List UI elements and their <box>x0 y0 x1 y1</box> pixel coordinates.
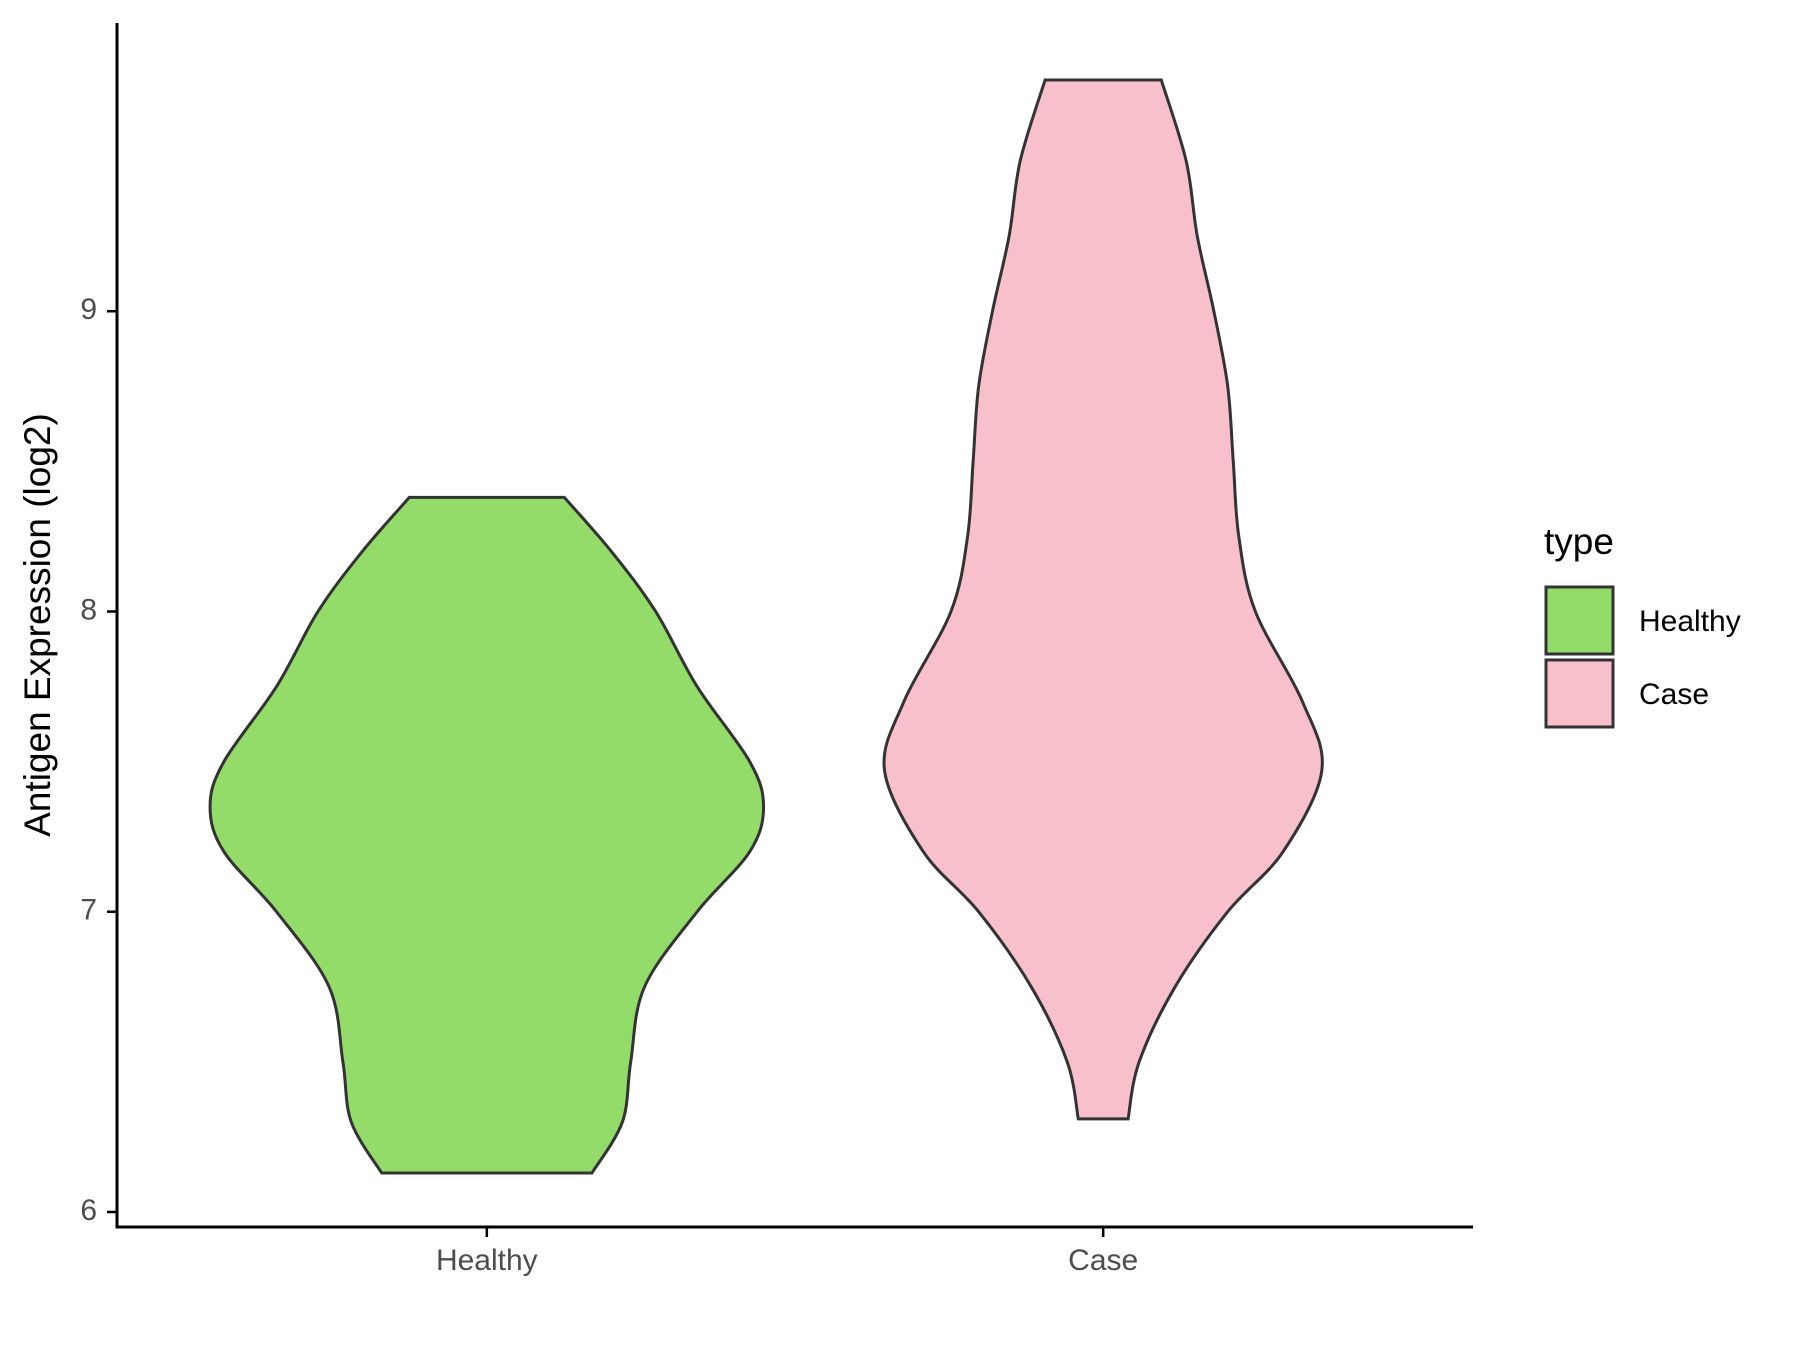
y-tick-label: 7 <box>80 894 97 927</box>
x-tick-label: Case <box>1068 1244 1138 1277</box>
y-tick-label: 9 <box>80 293 97 326</box>
y-axis-title: Antigen Expression (log2) <box>17 413 58 837</box>
legend-label: Healthy <box>1639 605 1741 638</box>
legend-title: type <box>1544 521 1614 562</box>
violin <box>882 78 1324 1121</box>
legend-key <box>1544 658 1615 729</box>
x-tick-label: Healthy <box>436 1244 538 1277</box>
violin <box>208 495 766 1175</box>
y-tick-label: 6 <box>80 1194 97 1227</box>
y-tick-label: 8 <box>80 593 97 626</box>
legend-key <box>1544 585 1615 656</box>
legend-label: Case <box>1639 678 1709 711</box>
